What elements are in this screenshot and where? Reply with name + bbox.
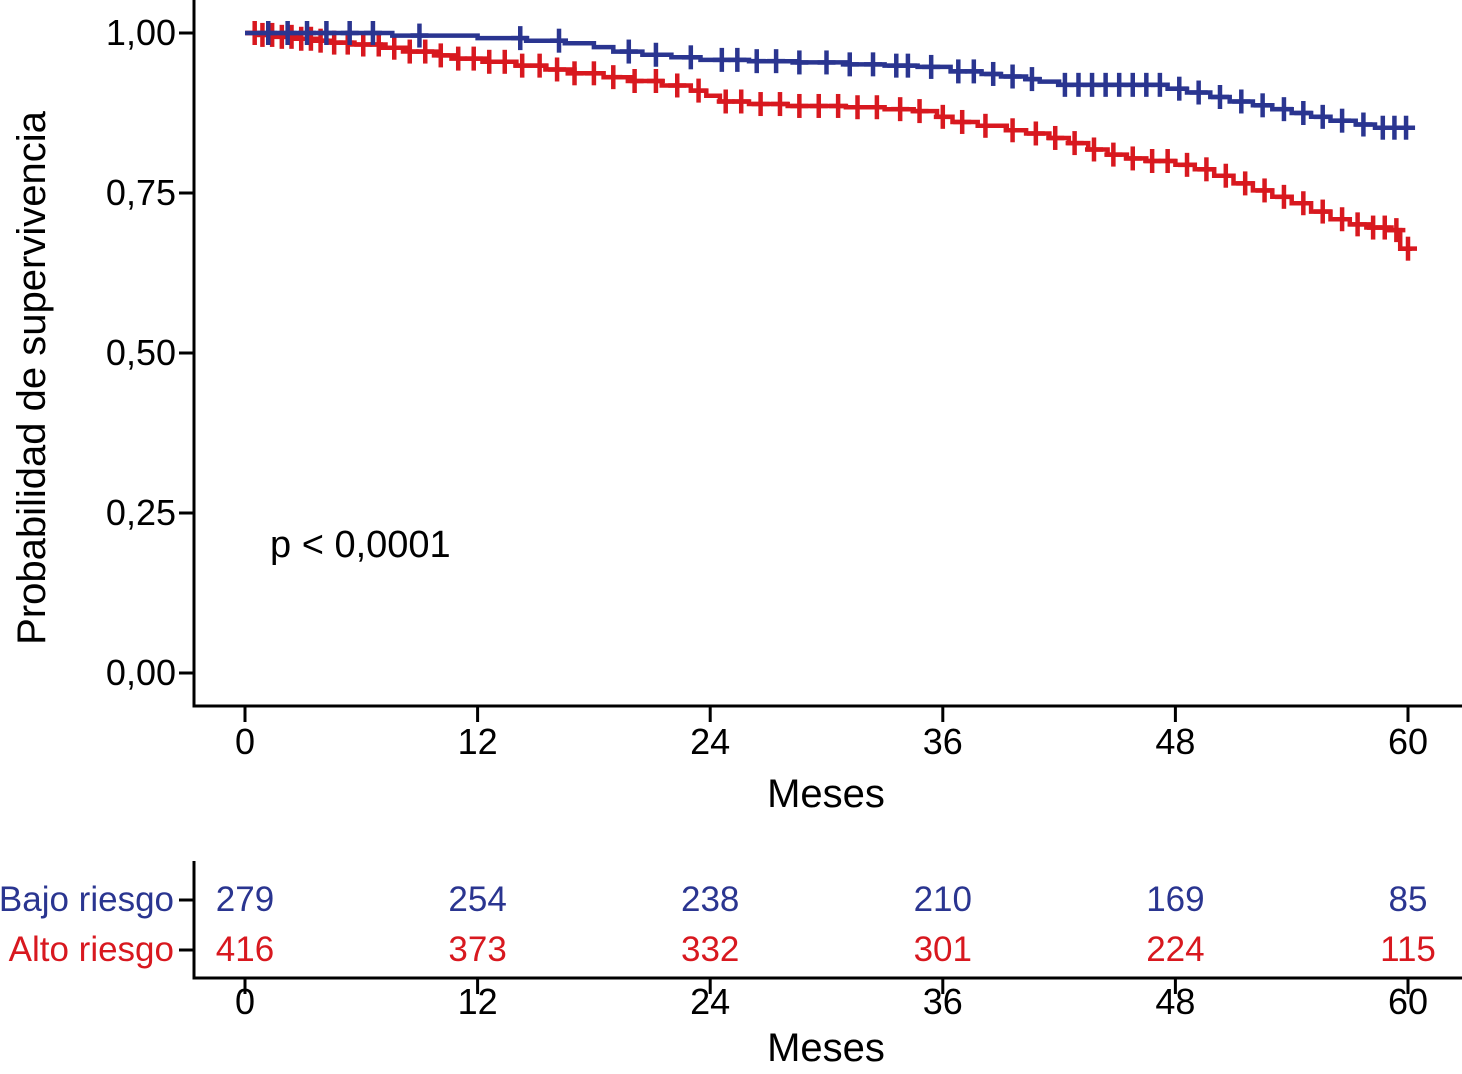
p-value-annotation: p < 0,0001 <box>270 524 451 566</box>
risk-count: 169 <box>1146 880 1205 919</box>
x-tick-label: 36 <box>922 981 963 1022</box>
x-tick-label: 24 <box>690 981 731 1022</box>
y-tick-label: 1,00 <box>105 12 176 53</box>
x-tick-label: 12 <box>457 981 498 1022</box>
risk-count: 254 <box>448 880 507 919</box>
risk-count: 332 <box>680 930 740 969</box>
x-tick-label: 48 <box>1155 721 1196 762</box>
risk-row-label-bajo-riesgo: Bajo riesgo <box>0 880 174 919</box>
risk-count: 210 <box>913 880 972 919</box>
x-tick-label: 12 <box>457 721 498 762</box>
x-tick-label: 0 <box>234 721 256 762</box>
risk-count: 238 <box>680 880 740 919</box>
risk-count: 115 <box>1380 930 1436 969</box>
risk-count: 85 <box>1388 880 1428 919</box>
risk-count: 416 <box>215 930 275 969</box>
y-tick-label: 0,00 <box>105 652 176 693</box>
risk-table-x-axis-title: Meses <box>767 1026 885 1070</box>
risk-count: 279 <box>215 880 275 919</box>
x-axis-title: Meses <box>767 772 885 816</box>
risk-row-label-alto-riesgo: Alto riesgo <box>8 930 174 969</box>
y-tick-label: 0,50 <box>105 332 176 373</box>
y-axis-title: Probabilidad de supervivencia <box>10 111 54 645</box>
x-tick-label: 60 <box>1387 721 1429 762</box>
y-tick-label: 0,75 <box>105 172 176 213</box>
y-tick-label: 0,25 <box>105 492 176 533</box>
x-tick-label: 48 <box>1155 981 1196 1022</box>
risk-count: 224 <box>1146 930 1205 969</box>
x-tick-label: 36 <box>922 721 963 762</box>
x-tick-label: 24 <box>690 721 731 762</box>
risk-count: 373 <box>448 930 507 969</box>
risk-count: 301 <box>913 930 972 969</box>
x-tick-label: 0 <box>234 981 256 1022</box>
x-tick-label: 60 <box>1387 981 1429 1022</box>
